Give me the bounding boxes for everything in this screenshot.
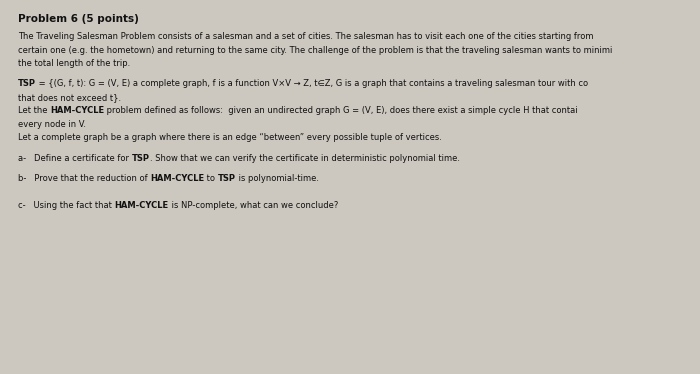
- Text: that does not exceed t}.: that does not exceed t}.: [18, 93, 121, 102]
- Text: TSP: TSP: [218, 174, 236, 183]
- Text: HAM-CYCLE: HAM-CYCLE: [150, 174, 204, 183]
- Text: The Traveling Salesman Problem consists of a salesman and a set of cities. The s: The Traveling Salesman Problem consists …: [18, 32, 594, 41]
- Text: . Show that we can verify the certificate in deterministic polynomial time.: . Show that we can verify the certificat…: [150, 153, 460, 162]
- Text: is NP-complete, what can we conclude?: is NP-complete, what can we conclude?: [169, 201, 338, 210]
- Text: c-   Using the fact that: c- Using the fact that: [18, 201, 115, 210]
- Text: = {(G, f, t): G = (V, E) a complete graph, f is a function V×V → Z, t∈Z, G is a : = {(G, f, t): G = (V, E) a complete grap…: [36, 79, 588, 88]
- Text: Problem 6 (5 points): Problem 6 (5 points): [18, 14, 139, 24]
- Text: b-   Prove that the reduction of: b- Prove that the reduction of: [18, 174, 150, 183]
- Text: HAM-CYCLE: HAM-CYCLE: [50, 106, 104, 115]
- Text: certain one (e.g. the hometown) and returning to the same city. The challenge of: certain one (e.g. the hometown) and retu…: [18, 46, 612, 55]
- Text: to: to: [204, 174, 218, 183]
- Text: a-   Define a certificate for: a- Define a certificate for: [18, 153, 132, 162]
- Text: problem defined as follows:  given an undirected graph G = (V, E), does there ex: problem defined as follows: given an und…: [104, 106, 578, 115]
- Text: is polynomial-time.: is polynomial-time.: [236, 174, 319, 183]
- Text: TSP: TSP: [132, 153, 150, 162]
- Text: HAM-CYCLE: HAM-CYCLE: [115, 201, 169, 210]
- Text: every node in V.: every node in V.: [18, 120, 86, 129]
- Text: Let the: Let the: [18, 106, 50, 115]
- Text: TSP: TSP: [18, 79, 36, 88]
- Text: the total length of the trip.: the total length of the trip.: [18, 59, 130, 68]
- Text: Let a complete graph be a graph where there is an edge “between” every possible : Let a complete graph be a graph where th…: [18, 133, 442, 142]
